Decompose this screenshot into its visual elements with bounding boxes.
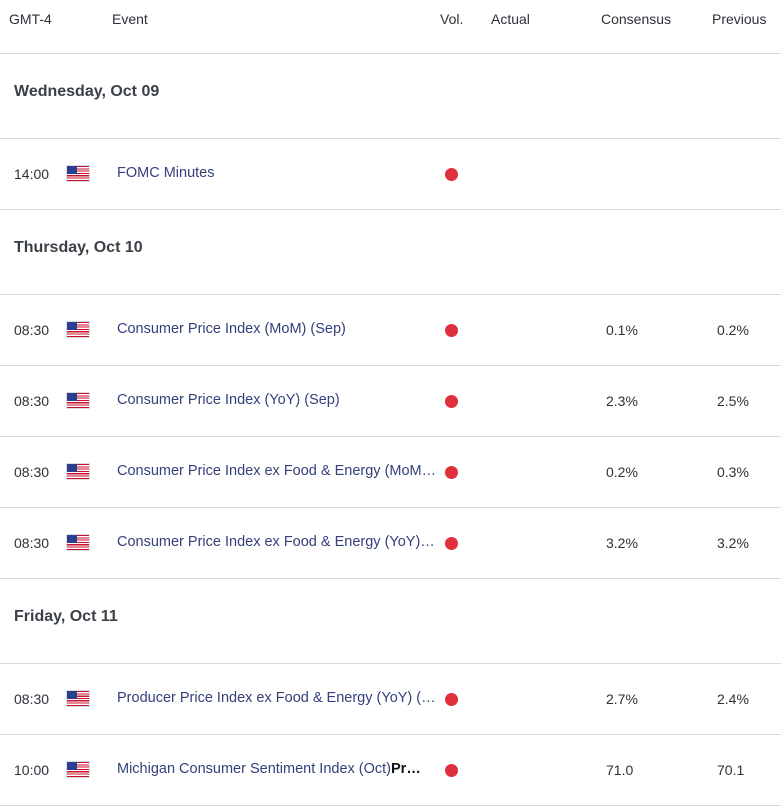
event-row[interactable]: 10:00 Michigan Consumer Sentiment Index (… — [0, 735, 781, 806]
event-row[interactable]: 14:00 FOMC Minutes — [0, 139, 781, 210]
day-label: Wednesday, Oct 09 — [14, 83, 160, 100]
high-volatility-icon — [445, 168, 458, 181]
high-volatility-icon — [445, 324, 458, 337]
high-volatility-icon — [445, 395, 458, 408]
consensus-value: 2.3% — [606, 393, 638, 409]
consensus-value: 0.1% — [606, 322, 638, 338]
event-time: 08:30 — [14, 322, 50, 338]
us-flag-icon — [67, 535, 89, 550]
event-name-text: Consumer Price Index ex Food & Energy (M… — [117, 463, 437, 479]
consensus-value: 71.0 — [606, 762, 634, 778]
event-time: 08:30 — [14, 464, 50, 480]
flag-canton — [67, 691, 77, 699]
event-name-text: FOMC Minutes — [117, 165, 215, 181]
consensus-value: 3.2% — [606, 535, 638, 551]
flag-canton — [67, 393, 77, 401]
consensus-value: 2.7% — [606, 691, 638, 707]
high-volatility-icon — [445, 764, 458, 777]
us-flag-icon — [67, 691, 89, 706]
event-row[interactable]: 08:30 Producer Price Index ex Food & Ener… — [0, 664, 781, 735]
event-name-text: Producer Price Index ex Food & Energy (Y… — [117, 690, 436, 706]
us-flag-icon — [67, 166, 89, 181]
column-header-actual: Actual — [491, 11, 530, 27]
event-name[interactable]: Michigan Consumer Sentiment Index (Oct)P… — [117, 761, 443, 777]
event-name-text: Michigan Consumer Sentiment Index (Oct) — [117, 761, 391, 777]
calendar-body: Wednesday, Oct 09 14:00 FOMC Minutes Thursd… — [0, 54, 781, 806]
previous-value: 2.4% — [717, 691, 749, 707]
event-row[interactable]: 08:30 Consumer Price Index ex Food & Ener… — [0, 508, 781, 579]
event-name[interactable]: FOMC Minutes — [117, 165, 443, 181]
event-name[interactable]: Consumer Price Index ex Food & Energy (Y… — [117, 534, 443, 550]
us-flag-icon — [67, 762, 89, 777]
day-header: Wednesday, Oct 09 — [0, 54, 781, 139]
flag-canton — [67, 762, 77, 770]
previous-value: 0.3% — [717, 464, 749, 480]
column-header-consensus: Consensus — [601, 11, 672, 27]
previous-value: 0.2% — [717, 322, 749, 338]
event-name-text: Consumer Price Index (YoY) (Sep) — [117, 392, 340, 408]
event-name[interactable]: Consumer Price Index (YoY) (Sep) — [117, 392, 443, 408]
high-volatility-icon — [445, 466, 458, 479]
event-time: 14:00 — [14, 166, 50, 182]
event-name[interactable]: Producer Price Index ex Food & Energy (Y… — [117, 690, 443, 706]
column-header-event: Event — [112, 11, 148, 27]
event-name-text: Consumer Price Index ex Food & Energy (Y… — [117, 534, 435, 550]
high-volatility-icon — [445, 537, 458, 550]
calendar-header: GMT-4 Event Vol. Actual Consensus Previo… — [0, 0, 781, 54]
event-row[interactable]: 08:30 Consumer Price Index (YoY) (Sep) 2.3… — [0, 366, 781, 437]
flag-canton — [67, 166, 77, 174]
day-header: Thursday, Oct 10 — [0, 210, 781, 295]
day-label: Thursday, Oct 10 — [14, 239, 143, 256]
previous-value: 3.2% — [717, 535, 749, 551]
event-name-text: Consumer Price Index (MoM) (Sep) — [117, 321, 346, 337]
timezone-selector[interactable]: GMT-4 — [9, 11, 52, 27]
day-header: Friday, Oct 11 — [0, 579, 781, 664]
us-flag-icon — [67, 393, 89, 408]
column-header-previous: Previous — [712, 11, 767, 27]
flag-canton — [67, 535, 77, 543]
flag-canton — [67, 322, 77, 330]
event-time: 08:30 — [14, 535, 50, 551]
high-volatility-icon — [445, 693, 458, 706]
column-header-volatility: Vol. — [440, 11, 464, 27]
event-name-suffix: Pr… — [391, 761, 421, 777]
event-name[interactable]: Consumer Price Index ex Food & Energy (M… — [117, 463, 443, 479]
event-row[interactable]: 08:30 Consumer Price Index ex Food & Ener… — [0, 437, 781, 508]
us-flag-icon — [67, 464, 89, 479]
day-label: Friday, Oct 11 — [14, 608, 118, 625]
event-time: 10:00 — [14, 762, 50, 778]
flag-canton — [67, 464, 77, 472]
previous-value: 2.5% — [717, 393, 749, 409]
event-name[interactable]: Consumer Price Index (MoM) (Sep) — [117, 321, 443, 337]
consensus-value: 0.2% — [606, 464, 638, 480]
us-flag-icon — [67, 322, 89, 337]
event-time: 08:30 — [14, 691, 50, 707]
event-time: 08:30 — [14, 393, 50, 409]
event-row[interactable]: 08:30 Consumer Price Index (MoM) (Sep) 0.1… — [0, 295, 781, 366]
previous-value: 70.1 — [717, 762, 745, 778]
